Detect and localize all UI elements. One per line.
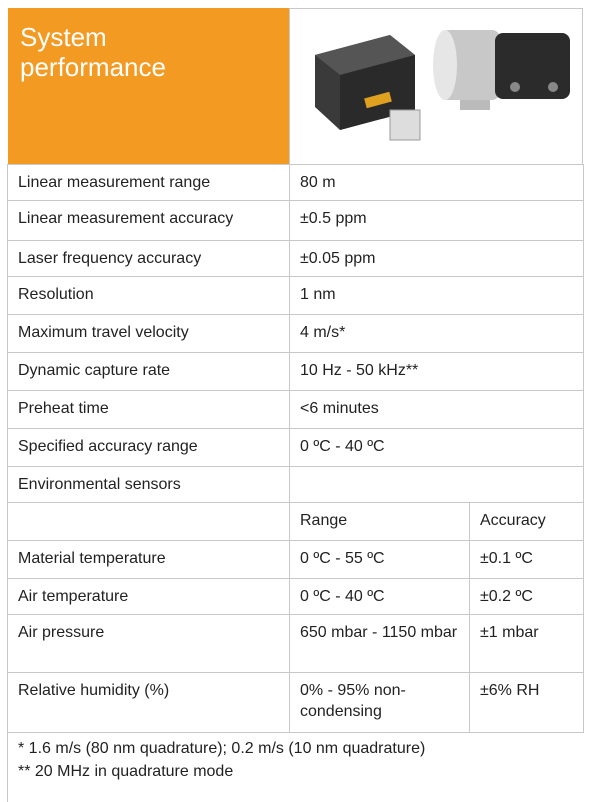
empty-cell (7, 502, 290, 541)
spec-label: Maximum travel velocity (7, 314, 290, 353)
spec-value: ±0.05 ppm (289, 240, 584, 277)
spec-value: 10 Hz - 50 kHz** (289, 352, 584, 391)
spec-value: <6 minutes (289, 390, 584, 429)
sensor-label: Material temperature (7, 540, 290, 579)
sensor-label: Air temperature (7, 578, 290, 615)
sensor-label: Relative humidity (%) (7, 672, 290, 733)
spec-label: Preheat time (7, 390, 290, 429)
footnote: * 1.6 m/s (80 nm quadrature); 0.2 m/s (1… (18, 738, 425, 759)
section-title: Environmental sensors (7, 466, 290, 503)
spec-label: Laser frequency accuracy (7, 240, 290, 277)
sensor-range: 650 mbar - 1150 mbar (289, 614, 470, 673)
spec-label: Linear measurement range (7, 164, 290, 201)
spec-value: 0 ºC - 40 ºC (289, 428, 584, 467)
spec-value: ±0.5 ppm (289, 200, 584, 241)
header-title: System performance (20, 22, 190, 82)
footnote: ** 20 MHz in quadrature mode (18, 761, 233, 782)
header-box: System performance (8, 8, 290, 164)
empty-cell (289, 466, 584, 503)
column-header: Range (289, 502, 470, 541)
sensor-accuracy: ±1 mbar (469, 614, 584, 673)
sensor-cylinder (433, 30, 570, 110)
sensor-accuracy: ±0.2 ºC (469, 578, 584, 615)
page: System performance Linear measurement ra… (0, 0, 591, 802)
sensor-range: 0 ºC - 55 ºC (289, 540, 470, 579)
spec-label: Linear measurement accuracy (7, 200, 290, 241)
spec-label: Resolution (7, 276, 290, 315)
product-images (295, 15, 575, 155)
spec-value: 80 m (289, 164, 584, 201)
sensor-box (315, 35, 420, 140)
sensor-label: Air pressure (7, 614, 290, 673)
sensor-range: 0% - 95% non-condensing (289, 672, 470, 733)
spec-value: 4 m/s* (289, 314, 584, 353)
spec-label: Specified accuracy range (7, 428, 290, 467)
column-header: Accuracy (469, 502, 584, 541)
spec-value: 1 nm (289, 276, 584, 315)
sensor-accuracy: ±6% RH (469, 672, 584, 733)
sensor-accuracy: ±0.1 ºC (469, 540, 584, 579)
footnote-border (7, 732, 8, 802)
spec-label: Dynamic capture rate (7, 352, 290, 391)
sensor-range: 0 ºC - 40 ºC (289, 578, 470, 615)
product-image-cell (289, 8, 583, 165)
